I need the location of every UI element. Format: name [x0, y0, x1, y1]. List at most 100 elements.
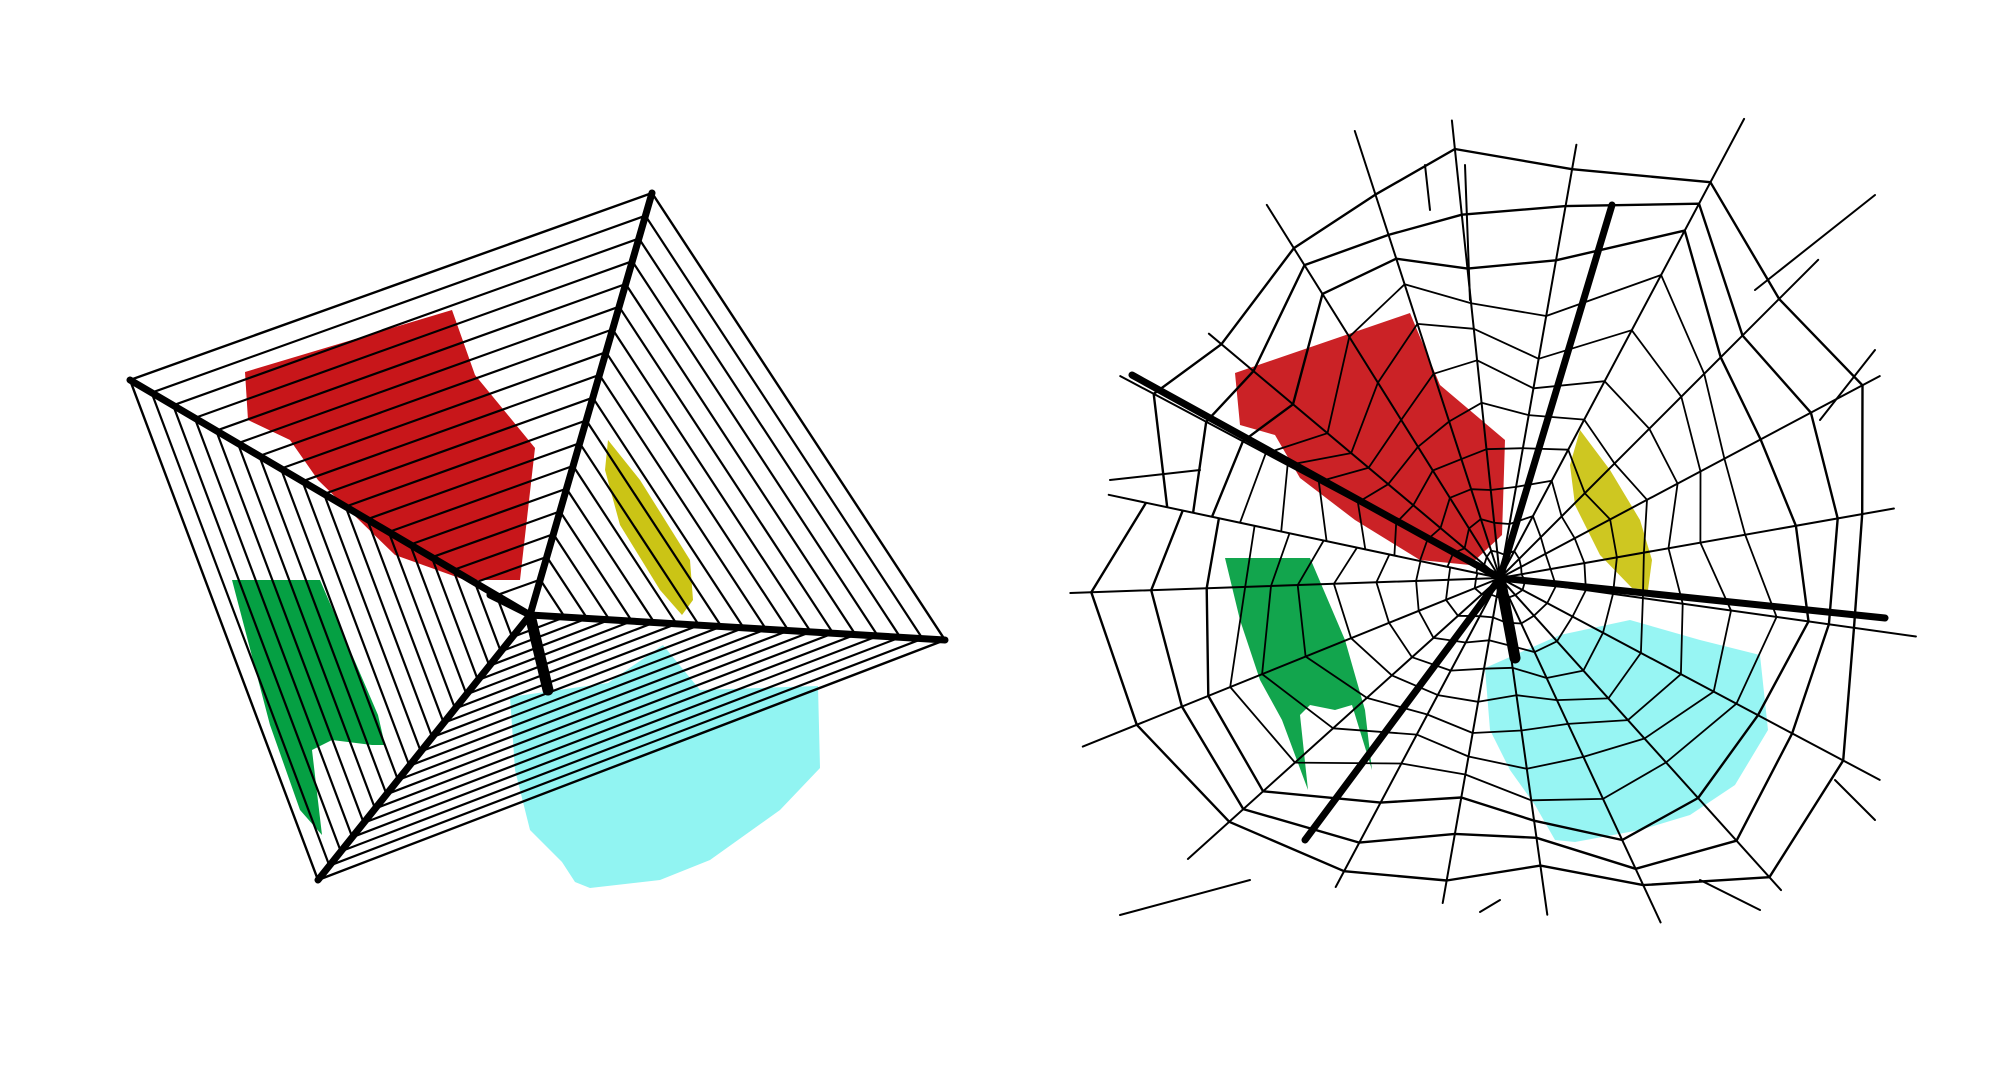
web-anchor	[1464, 164, 1471, 301]
web-strand	[408, 628, 768, 767]
web-strand	[571, 464, 678, 625]
web-strand	[150, 391, 331, 867]
web-anchor	[1834, 779, 1876, 821]
web-thread	[1450, 119, 1501, 579]
web-strand	[552, 532, 611, 621]
web-strand	[431, 625, 723, 739]
web-spiral	[1205, 229, 1810, 842]
web-thread	[1499, 577, 1782, 892]
web-spoke	[1496, 201, 1616, 582]
web-strand	[558, 510, 634, 623]
web-spiral	[1090, 147, 1864, 887]
web-spoke	[126, 376, 534, 619]
web-strand	[442, 624, 701, 725]
web-spiral	[1375, 447, 1618, 679]
web-anchor	[1119, 879, 1251, 916]
web-strand	[150, 214, 647, 394]
web-thread	[1334, 577, 1501, 888]
web-spiral	[1261, 322, 1732, 770]
web-spoke	[486, 591, 534, 619]
web-strand	[362, 633, 857, 825]
web-strand	[215, 282, 627, 432]
web-strand	[465, 621, 656, 696]
web-strand	[279, 351, 608, 470]
web-strand	[409, 543, 468, 696]
web-anchor	[1754, 194, 1876, 291]
web-anchor	[1699, 879, 1761, 911]
web-spoke	[1301, 574, 1504, 844]
web-strand	[545, 555, 589, 620]
web-spiral	[1229, 274, 1778, 802]
web-strand	[430, 510, 562, 559]
web-strand	[366, 518, 445, 725]
left-web-lines	[126, 189, 949, 884]
web-strand	[236, 442, 377, 810]
web-spoke	[314, 611, 534, 884]
web-thread	[1499, 507, 1895, 579]
web-strand	[258, 454, 388, 796]
web-strand	[322, 396, 594, 496]
cyan-region	[510, 645, 820, 888]
web-strand	[585, 419, 723, 628]
web-strand	[419, 626, 745, 753]
red-region	[245, 310, 535, 580]
web-anchor	[1424, 164, 1431, 211]
web-thread	[1186, 577, 1501, 860]
yellow-region-right	[1570, 430, 1652, 590]
green-region	[232, 580, 400, 835]
web-thread	[1499, 258, 1820, 579]
web-spoke	[1494, 572, 1521, 664]
web-strand	[193, 260, 634, 420]
web-outline	[128, 191, 654, 382]
web-strand	[495, 578, 542, 597]
green-region-right	[1225, 558, 1372, 790]
web-strand	[499, 617, 589, 653]
web-strand	[473, 581, 502, 653]
web-strand	[279, 467, 400, 782]
web-thread	[1499, 577, 1881, 781]
web-strand	[452, 532, 555, 572]
right-panel	[1069, 117, 1917, 924]
web-anchor	[1819, 349, 1876, 421]
web-spoke	[526, 611, 949, 644]
web-strand	[617, 305, 835, 635]
web-strand	[396, 629, 790, 782]
web-strand	[258, 328, 614, 458]
web-strand	[193, 416, 354, 839]
web-strand	[578, 442, 701, 627]
web-spoke	[526, 189, 656, 619]
web-strand	[172, 237, 641, 407]
web-strand	[322, 492, 422, 753]
web-strand	[172, 404, 342, 853]
web-anchor	[1479, 899, 1501, 913]
web-thread	[1499, 143, 1578, 579]
web-strand	[215, 429, 365, 825]
web-strand	[624, 282, 857, 636]
web-spoke	[1496, 574, 1889, 622]
web-spiral	[1296, 359, 1684, 734]
web-strand	[409, 487, 568, 546]
web-strand	[452, 568, 491, 667]
web-strand	[339, 636, 902, 853]
web-anchor	[1109, 469, 1201, 481]
web-thread	[1207, 332, 1501, 579]
web-thread	[1107, 493, 1501, 579]
web-spoke	[1128, 371, 1504, 582]
web-thread	[1353, 130, 1501, 579]
web-strand	[476, 619, 634, 682]
web-strand	[631, 260, 880, 638]
web-strand	[473, 555, 548, 584]
web-strand	[598, 373, 768, 631]
red-region-right	[1235, 313, 1505, 565]
web-strand	[604, 351, 790, 632]
web-strand	[565, 487, 656, 624]
web-strand	[637, 237, 902, 639]
web-thread	[1441, 577, 1501, 904]
web-spoke	[524, 609, 554, 696]
web-strand	[385, 630, 812, 796]
web-strand	[387, 530, 457, 710]
web-strand	[591, 396, 745, 630]
web-strand	[454, 622, 678, 710]
web-outline	[650, 191, 947, 642]
